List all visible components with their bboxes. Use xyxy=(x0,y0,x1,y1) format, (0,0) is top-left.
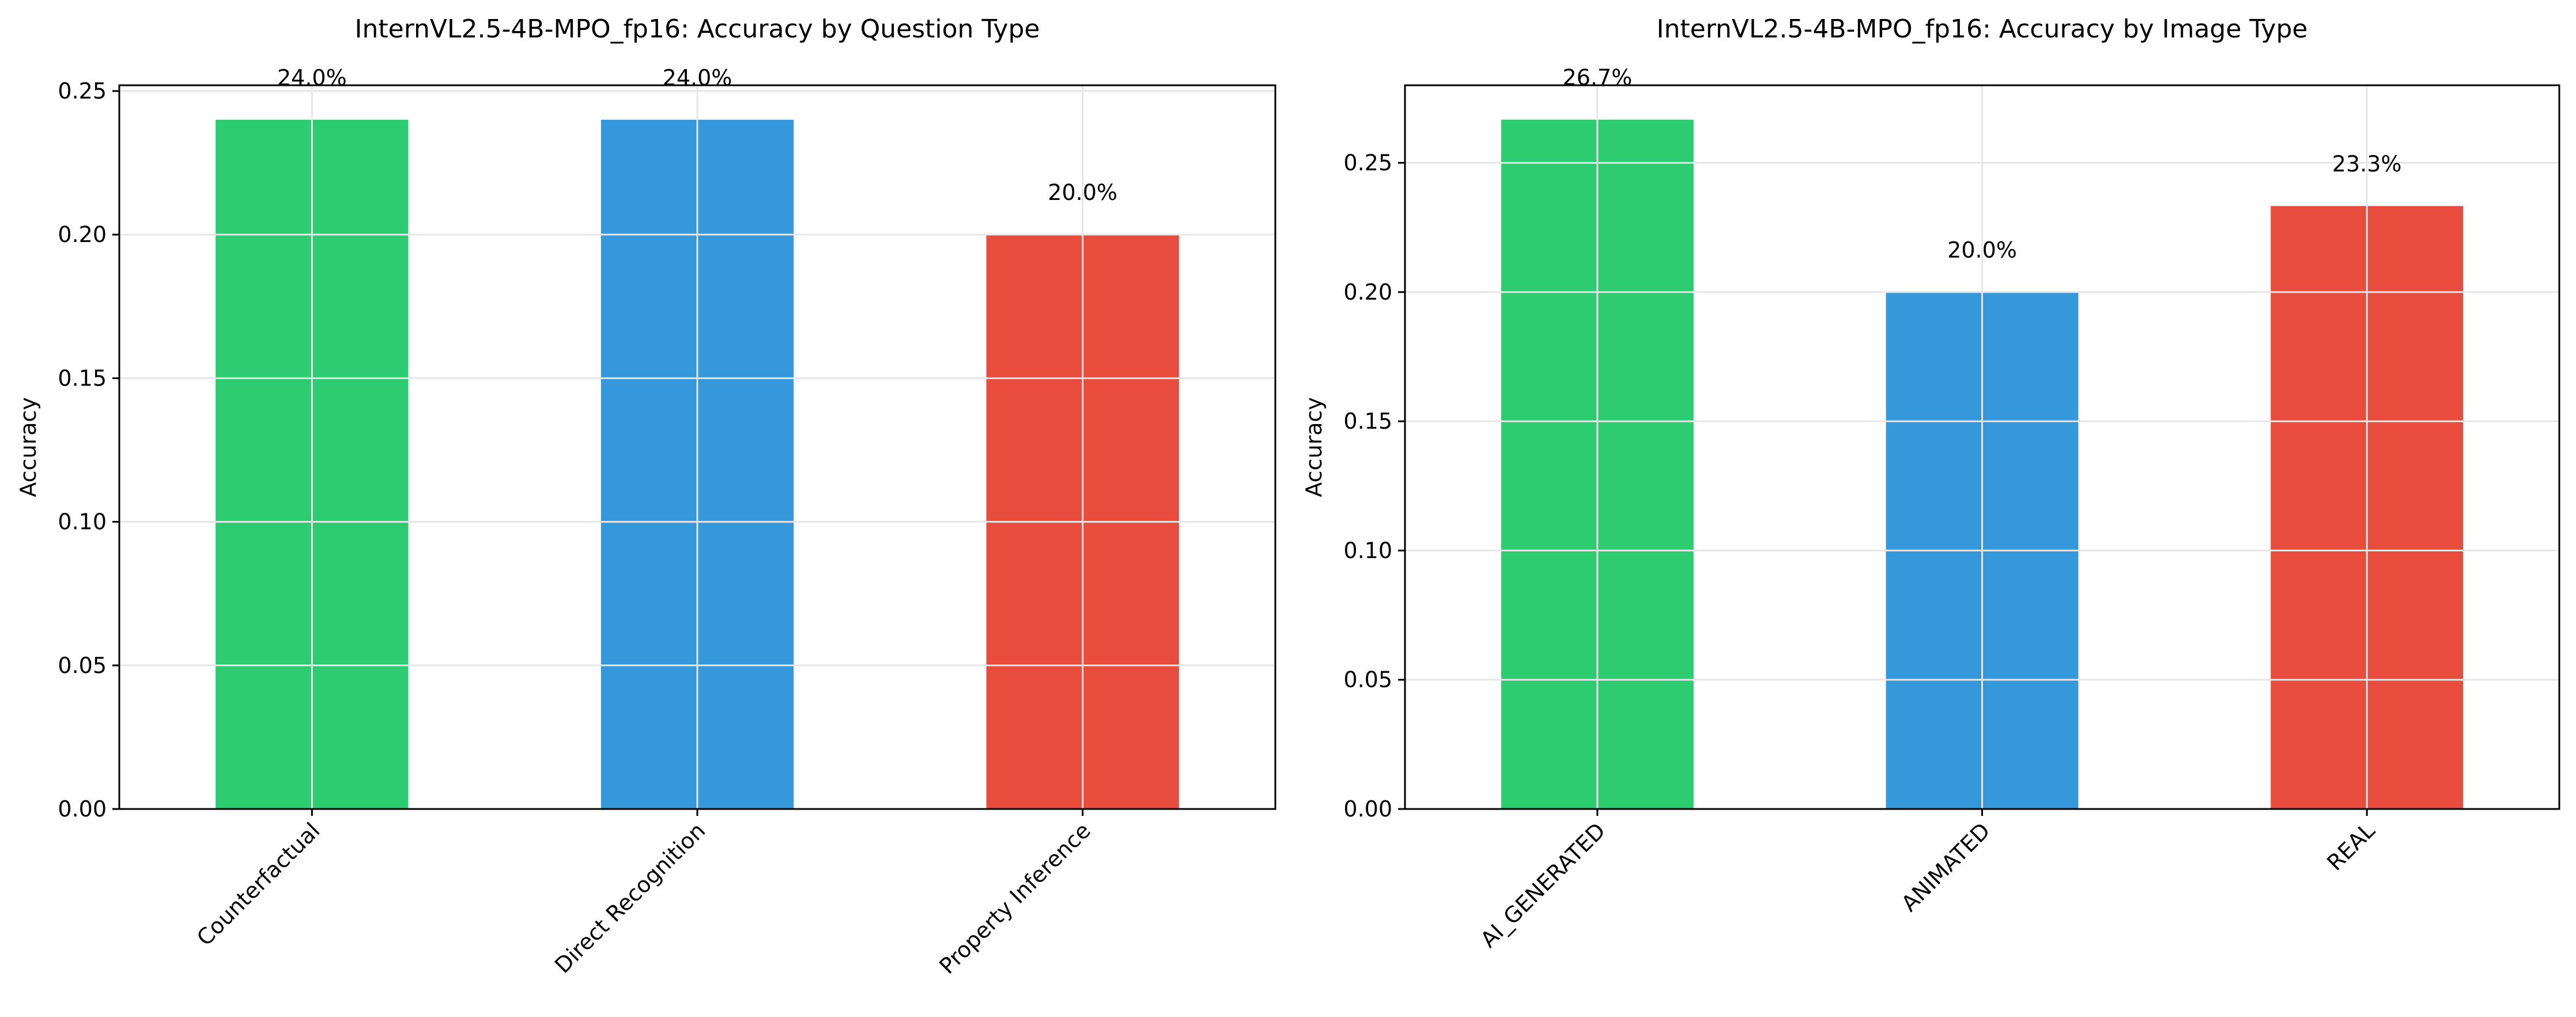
chart-title: InternVL2.5-4B-MPO_fp16: Accuracy by Que… xyxy=(355,14,1040,44)
y-tick-label: 0.20 xyxy=(1343,279,1392,305)
y-tick-label: 0.20 xyxy=(58,222,107,247)
y-tick-label: 0.05 xyxy=(1343,667,1392,693)
y-tick-label: 0.25 xyxy=(58,78,107,104)
x-tick-label: Direct Recognition xyxy=(550,818,710,978)
x-tick-label: Counterfactual xyxy=(192,818,325,951)
y-tick-label: 0.15 xyxy=(1343,409,1392,434)
y-tick-label: 0.15 xyxy=(58,365,107,391)
x-tick-label: ANIMATED xyxy=(1897,818,1995,916)
x-tick-label: Property Inference xyxy=(934,818,1096,979)
chart-title: InternVL2.5-4B-MPO_fp16: Accuracy by Ima… xyxy=(1657,14,2308,44)
y-tick-label: 0.10 xyxy=(58,509,107,535)
question-type-chart: 0.00 0.05 0.10 0.15 0.20 0.25 Counterfactual Di… xyxy=(16,14,1276,979)
bar-value-label: 24.0% xyxy=(277,65,347,90)
x-tick-label: AI_GENERATED xyxy=(1476,818,1611,952)
bar-value-label: 20.0% xyxy=(1947,237,2017,263)
y-axis-label: Accuracy xyxy=(16,397,41,497)
y-tick-label: 0.10 xyxy=(1343,538,1392,563)
bar-value-label: 23.3% xyxy=(2332,151,2402,176)
image-type-chart: 0.00 0.05 0.10 0.15 0.20 0.25 AI_GENERATED ANIM… xyxy=(1301,14,2560,952)
y-tick-label: 0.25 xyxy=(1343,150,1392,176)
bar-value-label: 26.7% xyxy=(1562,65,1632,90)
y-axis-label: Accuracy xyxy=(1301,397,1327,497)
bar-value-label: 20.0% xyxy=(1048,180,1117,205)
y-tick-label: 0.05 xyxy=(58,653,107,678)
x-tick-label: REAL xyxy=(2322,818,2379,875)
y-tick-label: 0.00 xyxy=(1343,796,1392,822)
y-tick-label: 0.00 xyxy=(58,796,107,822)
bar-value-label: 24.0% xyxy=(663,65,732,90)
